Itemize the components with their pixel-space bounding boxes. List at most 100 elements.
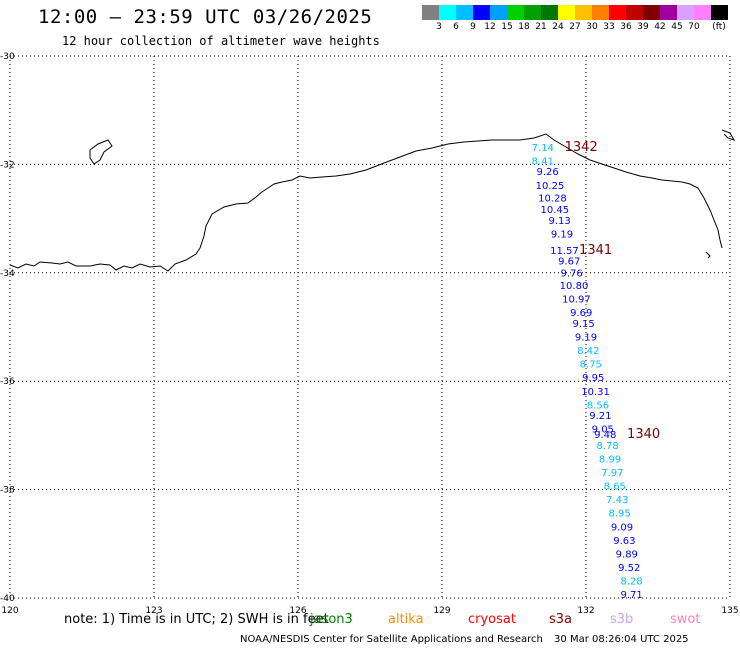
swh-value-label: 8.99 bbox=[599, 455, 621, 466]
lat-tick-label: -36 bbox=[0, 377, 15, 387]
mission-label-swot: swot bbox=[670, 612, 701, 627]
credit-line: NOAA/NESDIS Center for Satellite Applica… bbox=[240, 634, 689, 645]
swh-value-label: 8.41 bbox=[532, 156, 554, 167]
color-swatch bbox=[711, 5, 728, 20]
axis-ticks: 120 123 126 129 132 135 -30 -32 -34 -36 -38 -40 bbox=[0, 52, 739, 616]
swh-value-label: 8.56 bbox=[587, 400, 609, 411]
color-scale-label: 36 bbox=[620, 22, 632, 32]
swh-value-label: 9.67 bbox=[558, 257, 580, 268]
color-scale-label: 30 bbox=[586, 22, 598, 32]
color-scale-label: 15 bbox=[501, 22, 513, 32]
swh-value-label: 10.31 bbox=[581, 387, 610, 398]
swh-value-label: 10.45 bbox=[540, 205, 569, 216]
color-swatch bbox=[592, 5, 609, 20]
page-subtitle: 12 hour collection of altimeter wave hei… bbox=[62, 34, 380, 48]
color-scale-label: 70 bbox=[688, 22, 700, 32]
swh-value-label: 7.14 bbox=[532, 143, 554, 154]
lon-tick-label: 135 bbox=[721, 606, 738, 616]
color-scale-label: 24 bbox=[552, 22, 564, 32]
color-scale-label: 45 bbox=[671, 22, 683, 32]
island-outline bbox=[89, 139, 113, 165]
swh-value-label: 10.97 bbox=[562, 295, 591, 306]
color-scale-label: 42 bbox=[654, 22, 666, 32]
swh-value-label: 7.43 bbox=[606, 495, 628, 506]
lon-tick-label: 123 bbox=[145, 606, 162, 616]
color-scale-label: 6 bbox=[453, 22, 459, 32]
swh-value-label: 8.78 bbox=[596, 441, 618, 452]
color-scale-label: 3 bbox=[436, 22, 442, 32]
swh-value-label: 9.89 bbox=[616, 549, 638, 560]
color-scale-label: 9 bbox=[470, 22, 476, 32]
lat-tick-label: -38 bbox=[0, 486, 15, 496]
mission-label-jason3: jason3 bbox=[310, 612, 353, 627]
mission-label-s3b: s3b bbox=[610, 612, 634, 627]
swh-value-label: 9.19 bbox=[551, 230, 573, 241]
swh-value-label: 8.28 bbox=[620, 576, 642, 587]
swh-value-label: 9.71 bbox=[620, 590, 642, 601]
lon-tick-label: 120 bbox=[1, 606, 18, 616]
color-swatch bbox=[422, 5, 439, 20]
coastline bbox=[9, 133, 723, 272]
color-scale-label: 12 bbox=[484, 22, 496, 32]
pass-labels: 1342 1341 1340 bbox=[565, 140, 660, 442]
mission-label-cryosat: cryosat bbox=[468, 612, 516, 627]
swh-value-label: 9.63 bbox=[613, 536, 635, 547]
swh-value-label: 7.97 bbox=[601, 468, 623, 479]
color-scale-legend: 3 6 9 12 15 18 21 24 27 30 33 36 39 42 45 70 (ft) bbox=[422, 5, 732, 37]
pass-id-label: 1342 bbox=[565, 140, 598, 155]
lat-tick-label: -30 bbox=[0, 52, 15, 62]
color-swatch bbox=[541, 5, 558, 20]
lat-tick-label: -40 bbox=[0, 594, 15, 604]
color-swatch bbox=[507, 5, 524, 20]
color-scale-label: 39 bbox=[637, 22, 649, 32]
lat-tick-label: -32 bbox=[0, 160, 15, 170]
color-swatch bbox=[643, 5, 660, 20]
color-scale-label: 21 bbox=[535, 22, 547, 32]
swh-value-label: 10.25 bbox=[536, 181, 565, 192]
swh-value-label: 9.52 bbox=[618, 563, 640, 574]
color-swatch bbox=[558, 5, 575, 20]
mission-label-altika: altika bbox=[388, 612, 424, 627]
pass-id-label: 1341 bbox=[579, 243, 612, 258]
color-swatch bbox=[677, 5, 694, 20]
swh-value-label: 8.65 bbox=[604, 482, 626, 493]
credit-text: NOAA/NESDIS Center for Satellite Applica… bbox=[240, 634, 543, 645]
swh-value-label: 9.15 bbox=[572, 319, 594, 330]
coast-edge bbox=[721, 129, 736, 141]
credit-timestamp: 30 Mar 08:26:04 UTC 2025 bbox=[554, 634, 689, 645]
pass-id-label: 1340 bbox=[627, 427, 660, 442]
mission-label-s3a: s3a bbox=[549, 612, 573, 627]
color-scale-unit: (ft) bbox=[712, 22, 726, 32]
swh-value-label: 9.95 bbox=[582, 373, 604, 384]
swh-value-label: 11.57 bbox=[550, 246, 579, 257]
swh-value-label: 9.26 bbox=[536, 167, 558, 178]
color-swatch bbox=[473, 5, 490, 20]
color-swatch bbox=[626, 5, 643, 20]
swh-value-label: 9.76 bbox=[560, 269, 582, 280]
color-swatch bbox=[524, 5, 541, 20]
color-swatch bbox=[660, 5, 677, 20]
color-scale-label: 27 bbox=[569, 22, 581, 32]
color-swatch bbox=[490, 5, 507, 20]
swh-value-label: 8.75 bbox=[580, 360, 602, 371]
lat-tick-label: -34 bbox=[0, 269, 15, 279]
swh-value-label: 9.09 bbox=[611, 522, 633, 533]
color-scale-label: 33 bbox=[603, 22, 615, 32]
coast-point bbox=[705, 251, 711, 259]
page-title: 12:00 – 23:59 UTC 03/26/2025 bbox=[38, 6, 373, 28]
swh-value-label: 10.28 bbox=[538, 193, 567, 204]
swh-value-label: 9.13 bbox=[548, 216, 570, 227]
swh-value-label: 9.48 bbox=[594, 430, 616, 441]
lon-tick-label: 129 bbox=[433, 606, 450, 616]
color-swatch bbox=[575, 5, 592, 20]
swh-value-label: 9.19 bbox=[575, 333, 597, 344]
lon-tick-label: 126 bbox=[289, 606, 306, 616]
color-scale-label: 18 bbox=[518, 22, 530, 32]
swh-value-label: 9.21 bbox=[589, 411, 611, 422]
color-swatch bbox=[456, 5, 473, 20]
swh-value-label: 10.80 bbox=[560, 281, 589, 292]
color-swatch bbox=[439, 5, 456, 20]
swh-value-label: 8.95 bbox=[608, 509, 630, 520]
